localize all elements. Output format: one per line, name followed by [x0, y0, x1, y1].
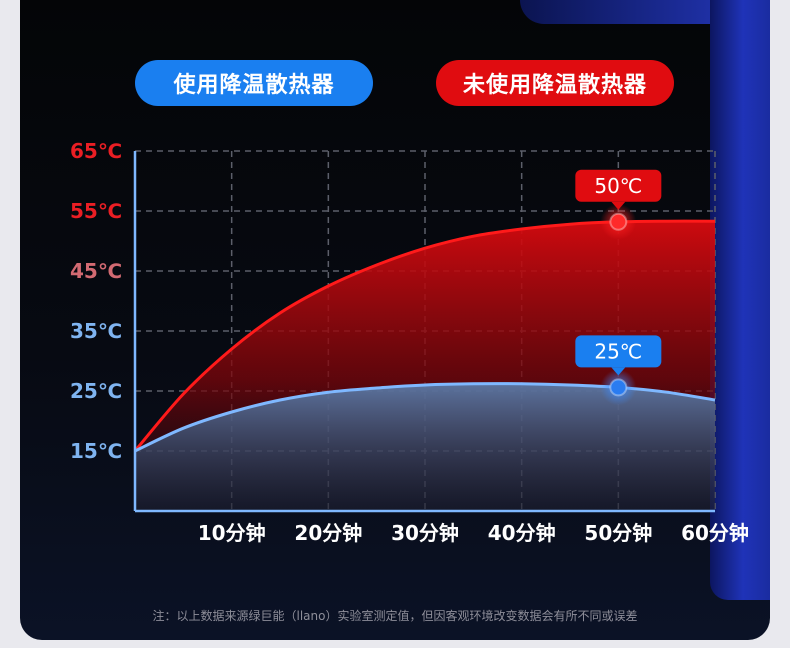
- y-tick-label: 25℃: [70, 379, 122, 403]
- axes: [133, 151, 715, 513]
- callout-box-without-cooler: [575, 169, 662, 202]
- y-tick-label: 45℃: [70, 259, 122, 283]
- callout-box-with-cooler: [575, 335, 662, 368]
- series-area-with-cooler: [135, 383, 715, 511]
- callout-point-with-cooler: [609, 378, 628, 397]
- x-tick-label: 60分钟: [681, 521, 749, 545]
- callout-pointer-with-cooler: [611, 367, 626, 376]
- callouts: 50℃ 25℃: [575, 169, 662, 406]
- x-tick-label: 20分钟: [294, 521, 362, 545]
- x-tick-label: 30分钟: [391, 521, 459, 545]
- legend-without-cooler: 未使用降温散热器: [436, 60, 674, 106]
- y-axis-ticks: 15℃ 25℃ 35℃ 45℃ 55℃ 65℃: [70, 139, 122, 463]
- series-areas: [133, 219, 716, 511]
- y-tick-label: 55℃: [70, 199, 122, 223]
- x-tick-label: 10分钟: [198, 521, 266, 545]
- y-tick-label: 35℃: [70, 319, 122, 343]
- legend-with-cooler: 使用降温散热器: [135, 60, 373, 106]
- x-axis-ticks: 10分钟 20分钟 30分钟 40分钟 50分钟 60分钟: [198, 521, 749, 545]
- callout-label-with-cooler: 25℃: [594, 339, 642, 363]
- y-tick-label: 65℃: [70, 139, 122, 163]
- footnote: 注：以上数据来源绿巨能（llano）实验室测定值，但因客观环境改变数据会有所不同…: [152, 609, 638, 623]
- callout-point-without-cooler: [609, 212, 628, 231]
- x-tick-label: 40分钟: [488, 521, 556, 545]
- callout-label-without-cooler: 50℃: [594, 174, 642, 198]
- y-tick-label: 15℃: [70, 439, 122, 463]
- decor-strip-right: [710, 0, 770, 600]
- callout-pointer-without-cooler: [611, 201, 626, 210]
- x-tick-label: 50分钟: [584, 521, 652, 545]
